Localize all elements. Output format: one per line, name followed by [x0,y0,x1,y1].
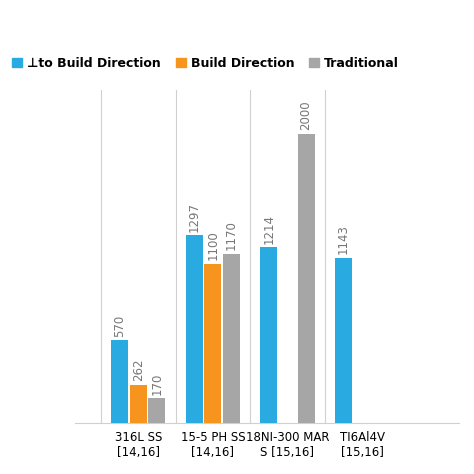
Bar [298,134,315,423]
Bar [148,398,165,423]
Bar [111,340,128,423]
Text: 1100: 1100 [206,230,219,260]
Text: 1143: 1143 [337,224,350,254]
Text: 570: 570 [113,314,126,337]
Text: 262: 262 [132,359,145,381]
Text: 1297: 1297 [188,202,201,232]
Text: 2000: 2000 [300,100,312,130]
Text: 1170: 1170 [225,220,238,250]
Legend: ⊥to Build Direction, Build Direction, Traditional: ⊥to Build Direction, Build Direction, Tr… [12,57,399,70]
Bar [335,257,352,423]
Bar [130,385,147,423]
Bar [223,254,240,423]
Bar [186,235,203,423]
Text: 1214: 1214 [262,214,275,244]
Bar [204,264,221,423]
Text: 170: 170 [150,372,164,394]
Bar [260,247,277,423]
